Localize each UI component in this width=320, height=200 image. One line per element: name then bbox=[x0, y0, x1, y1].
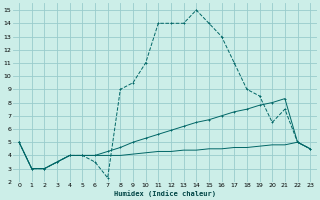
X-axis label: Humidex (Indice chaleur): Humidex (Indice chaleur) bbox=[114, 190, 216, 197]
